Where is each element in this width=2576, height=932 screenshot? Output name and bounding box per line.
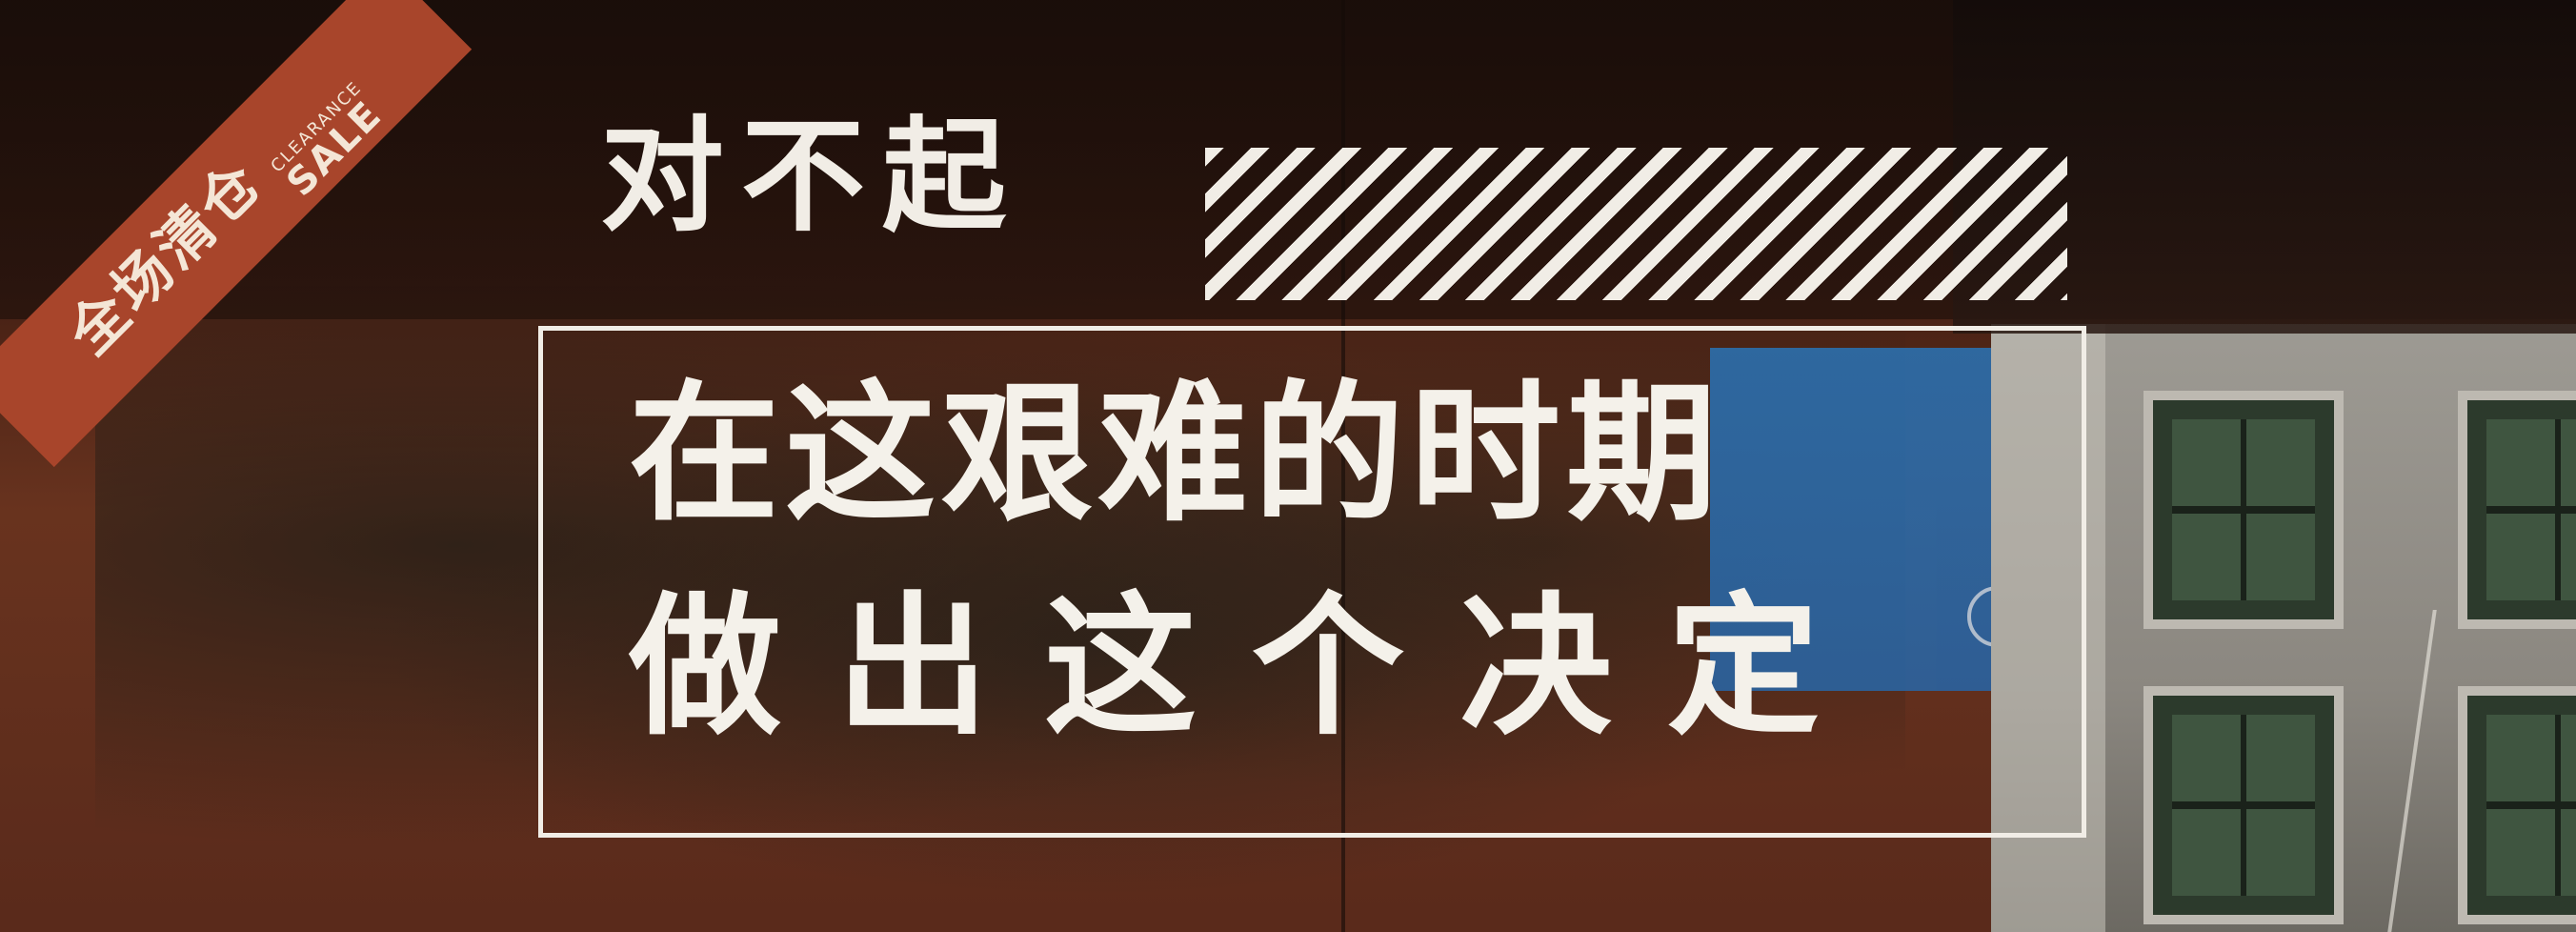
tree-reflection <box>95 286 1905 932</box>
building-window <box>2143 686 2344 924</box>
building-column <box>1991 324 2105 932</box>
building-window <box>2458 686 2576 924</box>
apology-heading: 对不起 <box>600 104 1024 249</box>
message-frame <box>538 326 2086 838</box>
message-line-2: 做出这个决定 <box>629 577 1876 756</box>
building-window <box>2143 391 2344 629</box>
building-window <box>2458 391 2576 629</box>
glass-panel-seam <box>1341 0 1345 932</box>
reflected-building <box>1991 324 2576 932</box>
message-line-1: 在这艰难的时期 <box>629 367 1722 542</box>
diagonal-stripes-decoration <box>1205 148 2067 300</box>
